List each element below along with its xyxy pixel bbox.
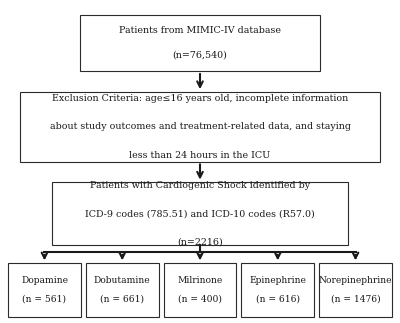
Text: Epinephrine: Epinephrine <box>249 276 306 285</box>
Text: about study outcomes and treatment-related data, and staying: about study outcomes and treatment-relat… <box>50 122 350 131</box>
FancyBboxPatch shape <box>52 182 348 245</box>
FancyBboxPatch shape <box>8 263 81 317</box>
FancyBboxPatch shape <box>20 92 380 162</box>
Text: Dobutamine: Dobutamine <box>94 276 150 285</box>
Text: Milrinone: Milrinone <box>177 276 223 285</box>
Text: Exclusion Criteria: age≤16 years old, incomplete information: Exclusion Criteria: age≤16 years old, in… <box>52 94 348 103</box>
Text: (n = 561): (n = 561) <box>22 295 66 303</box>
Text: (n=2216): (n=2216) <box>177 238 223 247</box>
FancyBboxPatch shape <box>241 263 314 317</box>
FancyBboxPatch shape <box>164 263 236 317</box>
FancyBboxPatch shape <box>80 15 320 71</box>
Text: Norepinephrine: Norepinephrine <box>319 276 392 285</box>
Text: Patients from MIMIC-IV database: Patients from MIMIC-IV database <box>119 26 281 35</box>
Text: less than 24 hours in the ICU: less than 24 hours in the ICU <box>130 151 270 160</box>
Text: (n = 616): (n = 616) <box>256 295 300 303</box>
Text: Patients with Cardiogenic Shock identified by: Patients with Cardiogenic Shock identifi… <box>90 181 310 190</box>
FancyBboxPatch shape <box>86 263 159 317</box>
Text: (n=76,540): (n=76,540) <box>172 51 228 59</box>
Text: ICD-9 codes (785.51) and ICD-10 codes (R57.0): ICD-9 codes (785.51) and ICD-10 codes (R… <box>85 210 315 218</box>
Text: Dopamine: Dopamine <box>21 276 68 285</box>
Text: (n = 400): (n = 400) <box>178 295 222 303</box>
Text: (n = 1476): (n = 1476) <box>331 295 380 303</box>
Text: (n = 661): (n = 661) <box>100 295 144 303</box>
FancyBboxPatch shape <box>319 263 392 317</box>
